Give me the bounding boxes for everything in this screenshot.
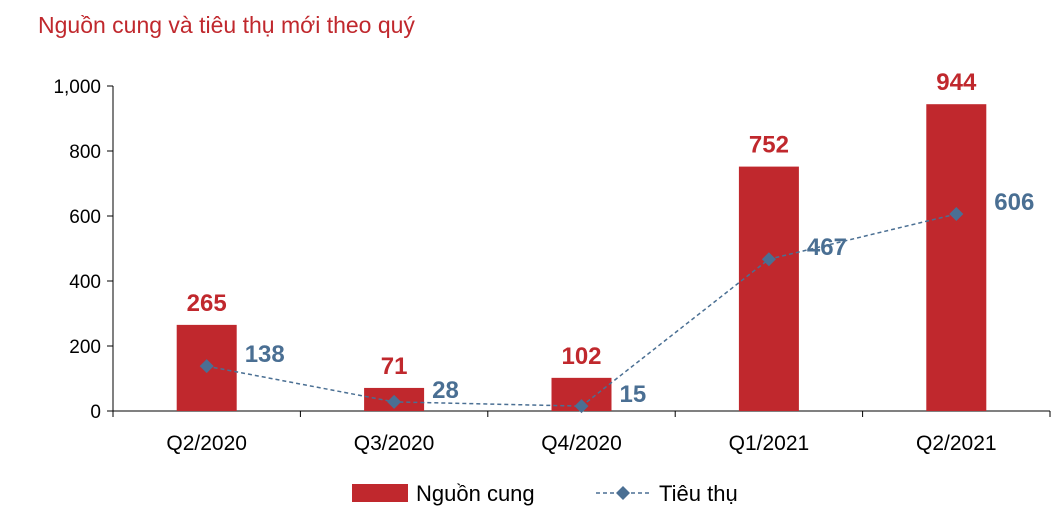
y-tick-label: 200 <box>69 337 101 358</box>
x-tick-label: Q1/2021 <box>729 432 810 455</box>
y-tick-label: 600 <box>69 207 101 228</box>
x-tick-label: Q2/2021 <box>916 432 997 455</box>
line-point <box>199 359 214 374</box>
legend-swatch-bar <box>352 484 408 502</box>
y-tick-label: 0 <box>90 402 101 423</box>
bar-data-label: 102 <box>561 343 601 370</box>
line-data-label: 467 <box>807 234 847 261</box>
x-tick-label: Q3/2020 <box>354 432 435 455</box>
bar-data-label: 71 <box>381 353 408 380</box>
bar <box>926 104 987 411</box>
bar <box>738 166 799 411</box>
y-tick-label: 1,000 <box>53 77 101 98</box>
line-data-label: 28 <box>432 377 459 404</box>
legend-label: Nguồn cung <box>416 481 535 506</box>
y-tick-label: 800 <box>69 142 101 163</box>
line-point <box>574 399 589 414</box>
legend-label: Tiêu thụ <box>659 481 738 506</box>
bar-data-label: 944 <box>936 69 977 96</box>
x-tick-label: Q2/2020 <box>166 432 247 455</box>
bar-data-label: 752 <box>749 132 789 159</box>
line-point <box>949 207 964 222</box>
line-point <box>761 252 776 267</box>
line-point <box>387 394 402 409</box>
chart-title: Nguồn cung và tiêu thụ mới theo quý <box>38 12 415 38</box>
x-tick-label: Q4/2020 <box>541 432 622 455</box>
legend-marker <box>616 486 630 500</box>
line-data-label: 138 <box>245 341 285 368</box>
bar-data-label: 265 <box>187 290 227 317</box>
line-data-label: 606 <box>994 189 1034 216</box>
y-tick-label: 400 <box>69 272 101 293</box>
line-data-label: 15 <box>620 381 647 408</box>
